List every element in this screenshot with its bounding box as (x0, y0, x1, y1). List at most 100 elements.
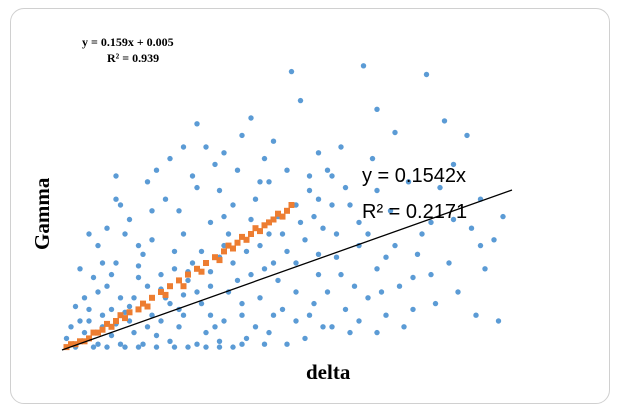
data-point-blue (113, 196, 119, 202)
data-point-blue (194, 184, 200, 191)
series-orange-points (63, 202, 295, 351)
data-point-blue (221, 150, 227, 156)
data-point-blue (86, 231, 92, 237)
data-point-blue (126, 216, 133, 223)
data-point-blue (171, 248, 178, 255)
data-point-blue (414, 251, 421, 257)
data-point-blue (410, 274, 416, 281)
data-point-blue (212, 324, 218, 330)
data-point-blue (180, 312, 187, 318)
data-point-blue (297, 97, 304, 104)
data-point-blue (410, 306, 416, 313)
data-point-blue (320, 225, 326, 231)
data-point-orange (99, 326, 106, 333)
data-point-blue (392, 129, 398, 136)
data-point-blue (122, 309, 128, 315)
data-point-blue (257, 242, 263, 249)
data-point-blue (81, 295, 88, 301)
data-point-orange (90, 329, 97, 336)
data-point-blue (306, 187, 313, 194)
data-point-blue (135, 263, 142, 269)
data-point-blue (261, 266, 268, 272)
data-point-blue (216, 344, 223, 350)
data-point-blue (374, 187, 380, 194)
data-point-blue (243, 335, 250, 342)
data-point-orange (162, 291, 169, 298)
data-point-blue (207, 269, 214, 275)
data-point-orange (122, 315, 128, 322)
data-point-blue (324, 289, 331, 295)
data-point-orange (239, 233, 245, 240)
data-point-blue (167, 300, 173, 307)
data-point-blue (315, 196, 322, 202)
data-point-blue (396, 283, 403, 289)
data-point-orange (72, 341, 79, 348)
data-point-blue (374, 266, 380, 272)
data-point-blue (450, 216, 457, 223)
chart-frame (10, 8, 610, 404)
data-point-blue (329, 202, 335, 208)
data-point-blue (383, 254, 389, 260)
data-point-blue (239, 300, 245, 307)
data-point-blue (360, 63, 367, 69)
data-point-blue (374, 329, 380, 336)
data-point-orange (243, 236, 250, 243)
data-point-orange (185, 271, 191, 278)
data-point-blue (342, 306, 349, 313)
data-point-blue (221, 242, 227, 249)
data-point-blue (365, 231, 371, 237)
data-point-blue (207, 219, 214, 226)
data-point-orange (77, 338, 83, 345)
data-point-orange (180, 283, 187, 290)
data-point-blue (243, 248, 250, 255)
data-point-blue (153, 344, 160, 350)
data-point-blue (428, 271, 434, 278)
data-point-blue (419, 231, 425, 237)
data-point-blue (329, 324, 335, 330)
data-point-blue (167, 155, 173, 162)
data-point-blue (261, 341, 268, 347)
data-point-blue (99, 312, 106, 318)
data-point-blue (144, 324, 151, 330)
data-point-blue (482, 266, 488, 272)
data-point-blue (293, 289, 299, 295)
trendline (61, 189, 513, 351)
data-point-blue (252, 196, 259, 202)
data-point-blue (189, 260, 196, 266)
data-point-blue (113, 173, 119, 179)
data-point-orange (284, 207, 290, 214)
data-point-blue (275, 277, 281, 284)
data-point-blue (356, 219, 362, 226)
data-point-orange (288, 202, 295, 208)
fit-equation-orange: y = 0.159x + 0.005 (82, 35, 174, 49)
data-point-orange (140, 300, 146, 307)
data-point-orange (135, 306, 142, 313)
fit-equation-trend: y = 0.1542x (362, 165, 466, 187)
data-point-blue (198, 300, 205, 307)
data-point-blue (153, 332, 160, 339)
series-blue-points (63, 63, 506, 350)
data-point-blue (122, 231, 128, 237)
data-point-blue (104, 225, 110, 231)
data-point-orange (212, 254, 218, 261)
data-point-blue (104, 344, 110, 350)
data-point-orange (81, 338, 88, 345)
data-point-blue (234, 277, 241, 284)
data-point-blue (99, 260, 106, 266)
data-point-orange (126, 309, 133, 316)
data-point-orange (248, 231, 254, 237)
data-point-blue (468, 225, 475, 231)
data-point-orange (198, 268, 205, 275)
data-point-orange (257, 228, 263, 235)
data-point-blue (95, 242, 101, 249)
data-point-blue (450, 161, 457, 168)
data-point-blue (131, 295, 137, 301)
data-point-blue (293, 318, 299, 324)
data-point-blue (293, 202, 299, 208)
data-point-blue (266, 329, 272, 336)
data-point-blue (324, 167, 331, 173)
data-point-blue (158, 271, 164, 278)
data-point-blue (392, 242, 398, 249)
data-point-blue (198, 248, 205, 255)
data-point-blue (338, 144, 344, 150)
